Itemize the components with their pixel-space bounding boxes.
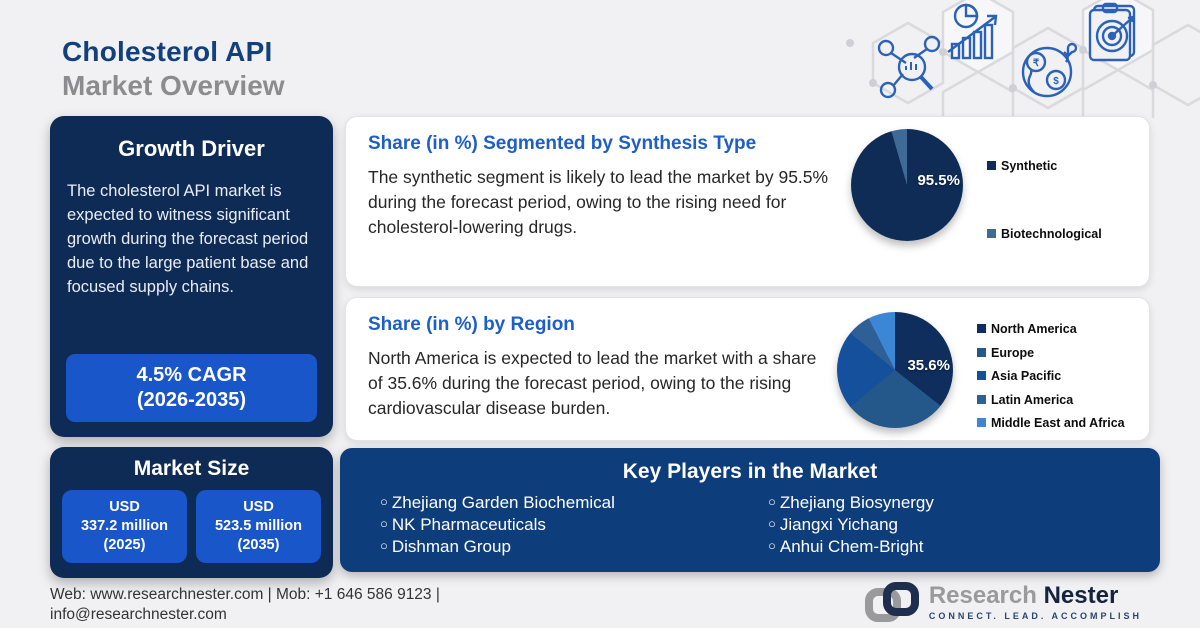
legend-swatch — [977, 347, 986, 357]
footer-contact: Web: www.researchnester.com | Mob: +1 64… — [50, 585, 440, 625]
legend-label: Europe — [991, 345, 1035, 360]
legend-label: Latin America — [991, 392, 1074, 407]
logo-word-research: Research — [928, 581, 1037, 609]
circle-bullet-icon: ○ — [380, 494, 388, 509]
legend-swatch — [977, 418, 986, 427]
legend-item: Middle East and Africa — [977, 416, 1139, 430]
legend-item: North America — [977, 322, 1139, 336]
page-title: Cholesterol API Market Overview — [62, 36, 285, 102]
cagr-value: 4.5% CAGR — [136, 364, 247, 386]
key-player-item: ○ Zhejiang Garden Biochemical — [380, 492, 768, 514]
synthesis-legend: Synthetic Biotechnological — [987, 159, 1137, 241]
circle-bullet-icon: ○ — [768, 538, 776, 553]
market-size-title: Market Size — [133, 457, 250, 480]
key-player-name: Zhejiang Garden Biochemical — [391, 493, 615, 512]
target-clipboard-icon — [1088, 2, 1136, 62]
pie-graphic — [851, 129, 963, 241]
synthesis-card-text: The synthetic segment is likely to lead … — [368, 167, 829, 237]
pie-center-label: 35.6% — [907, 357, 950, 375]
key-players-panel: Key Players in the Market ○ Zhejiang Gard… — [340, 448, 1160, 572]
pie-graphic — [837, 312, 953, 428]
legend-swatch — [977, 371, 986, 380]
year-label: (2035) — [237, 536, 280, 553]
logo-tagline: CONNECT. LEAD. ACCOMPLISH — [928, 610, 1142, 621]
global-market-icon: ₹ $ — [1021, 42, 1078, 98]
legend-item: Asia Pacific — [977, 369, 1139, 383]
region-pie-chart: 35.6% — [837, 312, 953, 428]
year-label: (2025) — [103, 536, 146, 553]
research-nester-logo: Research Nester CONNECT. LEAD. ACCOMPLIS… — [863, 580, 1142, 624]
legend-swatch — [977, 394, 986, 404]
synthesis-card-title: Share (in %) Segmented by Synthesis Type — [368, 133, 757, 154]
key-player-name: Zhejiang Biosynergy — [779, 493, 934, 512]
growth-driver-title: Growth Driver — [118, 136, 265, 161]
region-card-title: Share (in %) by Region — [368, 314, 575, 335]
market-size-panel: Market Size USD 337.2 million (2025) USD… — [50, 447, 333, 578]
hexagon-decoration: ₹ $ — [846, 0, 1200, 118]
region-legend: North America Europe Asia Pacific Latin Ame… — [977, 322, 1139, 430]
legend-item: Europe — [977, 346, 1139, 360]
logo-text: Research Nester CONNECT. LEAD. ACCOMPLIS… — [928, 581, 1142, 621]
key-players-column-1: ○ Zhejiang Garden Biochemical ○ NK Pharmac… — [380, 492, 768, 558]
key-player-item: ○ Jiangxi Yichang — [768, 514, 934, 536]
currency-label: USD — [243, 499, 274, 515]
growth-chart-icon — [947, 3, 998, 60]
legend-label: North America — [991, 322, 1077, 336]
page-title-line1: Cholesterol API — [62, 36, 273, 67]
cagr-badge: 4.5% CAGR (2026-2035) — [66, 354, 317, 422]
market-size-2035-badge: USD 523.5 million (2035) — [196, 490, 321, 563]
circle-bullet-icon: ○ — [768, 516, 776, 531]
key-player-item: ○ Dishman Group — [380, 536, 768, 558]
synthesis-share-card: Share (in %) Segmented by Synthesis Type… — [345, 116, 1150, 287]
legend-item: Biotechnological — [987, 227, 1137, 241]
legend-item: Latin America — [977, 393, 1139, 407]
key-player-name: NK Pharmaceuticals — [391, 515, 546, 534]
region-card-text: North America is expected to lead the ma… — [368, 348, 817, 418]
contact-line-1: Web: www.researchnester.com | Mob: +1 64… — [50, 586, 440, 603]
circle-bullet-icon: ○ — [380, 538, 388, 553]
legend-label: Synthetic — [1001, 159, 1058, 173]
legend-label: Middle East and Africa — [991, 416, 1125, 430]
legend-swatch — [987, 229, 996, 238]
key-player-name: Jiangxi Yichang — [779, 515, 898, 534]
key-player-name: Dishman Group — [391, 537, 511, 556]
growth-driver-panel: Growth Driver The cholesterol API market… — [50, 116, 333, 437]
value-label: 523.5 million — [214, 517, 303, 534]
circle-bullet-icon: ○ — [380, 516, 388, 531]
pie-center-label: 95.5% — [917, 172, 960, 190]
value-label: 337.2 million — [80, 517, 169, 534]
svg-text:₹: ₹ — [1033, 58, 1040, 69]
growth-driver-text: The cholesterol API market is expected t… — [67, 182, 309, 296]
region-share-card: Share (in %) by Region North America is … — [345, 297, 1150, 441]
contact-line-2: info@researchnester.com — [50, 606, 227, 624]
page-title-line2: Market Overview — [62, 70, 285, 101]
synthesis-pie-chart: 95.5% — [851, 129, 963, 241]
legend-label: Asia Pacific — [991, 369, 1062, 383]
cagr-period: (2026-2035) — [137, 389, 246, 411]
legend-swatch — [987, 161, 996, 170]
key-player-item: ○ Anhui Chem-Bright — [768, 536, 934, 558]
key-players-column-2: ○ Zhejiang Biosynergy ○ Jiangxi Yichang ○ A… — [768, 492, 934, 558]
key-player-name: Anhui Chem-Bright — [779, 537, 924, 556]
market-research-icon — [877, 35, 941, 99]
key-player-item: ○ Zhejiang Biosynergy — [768, 492, 934, 514]
logo-chainlink-icon — [864, 582, 919, 622]
currency-label: USD — [109, 499, 140, 515]
logo-word-nester: Nester — [1043, 581, 1119, 609]
market-size-2025-badge: USD 337.2 million (2025) — [62, 490, 187, 563]
key-player-item: ○ NK Pharmaceuticals — [380, 514, 768, 536]
circle-bullet-icon: ○ — [768, 494, 776, 509]
legend-label: Biotechnological — [1001, 227, 1102, 241]
legend-item: Synthetic — [987, 159, 1137, 173]
key-players-title: Key Players in the Market — [622, 460, 878, 483]
legend-swatch — [977, 324, 986, 333]
svg-text:$: $ — [1053, 76, 1059, 87]
